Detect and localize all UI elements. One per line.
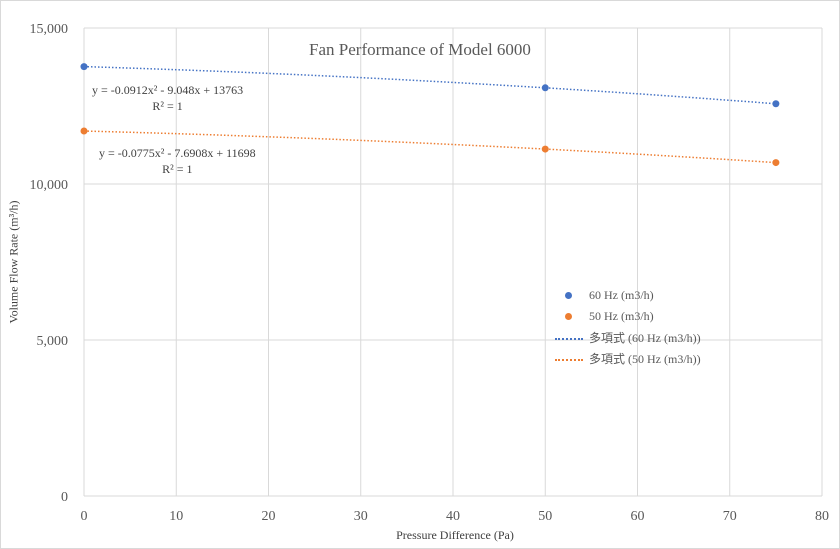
x-tick-label: 30 [354,509,368,524]
tick-labels: 0 10 20 30 40 50 60 70 80 0 5,000 10,000 15,000 [30,22,830,524]
legend-item-60hz[interactable]: 60 Hz (m3/h) [555,285,701,306]
y-tick-label: 0 [61,490,68,505]
legend-label-trend-60hz: 多項式 (60 Hz (m3/h)) [589,331,701,345]
chart-title: Fan Performance of Model 6000 [309,40,531,59]
legend-item-50hz[interactable]: 50 Hz (m3/h) [555,306,701,327]
r2-50hz: R² = 1 [162,162,193,176]
y-tick-label: 5,000 [37,334,69,349]
legend-item-trend-50hz[interactable]: 多項式 (50 Hz (m3/h)) [555,348,701,369]
legend-label-trend-50hz: 多項式 (50 Hz (m3/h)) [589,352,701,366]
data-points [80,63,780,167]
legend: 60 Hz (m3/h) 50 Hz (m3/h) 多項式 (60 Hz (m3… [555,285,701,369]
x-tick-label: 50 [538,509,552,524]
axes [83,28,822,497]
x-tick-label: 0 [81,509,88,524]
data-point-50hz[interactable] [772,159,780,167]
data-point-60hz[interactable] [80,63,88,71]
equation-50hz: y = -0.0775x² - 7.6908x + 11698 [99,146,256,160]
y-tick-label: 15,000 [30,22,69,37]
equation-60hz: y = -0.0912x² - 9.048x + 13763 [92,83,244,97]
x-axis-label: Pressure Difference (Pa) [396,528,514,542]
trendline-equation-50hz: y = -0.0775x² - 7.6908x + 11698 R² = 1 [99,145,256,177]
x-tick-label: 60 [631,509,645,524]
r2-60hz: R² = 1 [152,99,183,113]
x-tick-label: 10 [169,509,183,524]
x-tick-label: 20 [262,509,276,524]
y-tick-label: 10,000 [30,178,69,193]
data-point-50hz[interactable] [541,145,549,153]
data-point-60hz[interactable] [772,100,780,108]
x-tick-label: 80 [815,509,829,524]
gridlines [84,27,823,496]
data-point-60hz[interactable] [541,84,549,92]
y-axis-label: Volume Flow Rate (m³/h) [6,200,21,324]
x-tick-label: 40 [446,509,460,524]
trendline-equation-60hz: y = -0.0912x² - 9.048x + 13763 R² = 1 [92,82,243,114]
x-tick-label: 70 [723,509,737,524]
legend-label-60hz: 60 Hz (m3/h) [589,288,654,302]
legend-label-50hz: 50 Hz (m3/h) [589,309,654,323]
legend-item-trend-60hz[interactable]: 多項式 (60 Hz (m3/h)) [555,327,701,348]
data-point-50hz[interactable] [80,127,88,135]
